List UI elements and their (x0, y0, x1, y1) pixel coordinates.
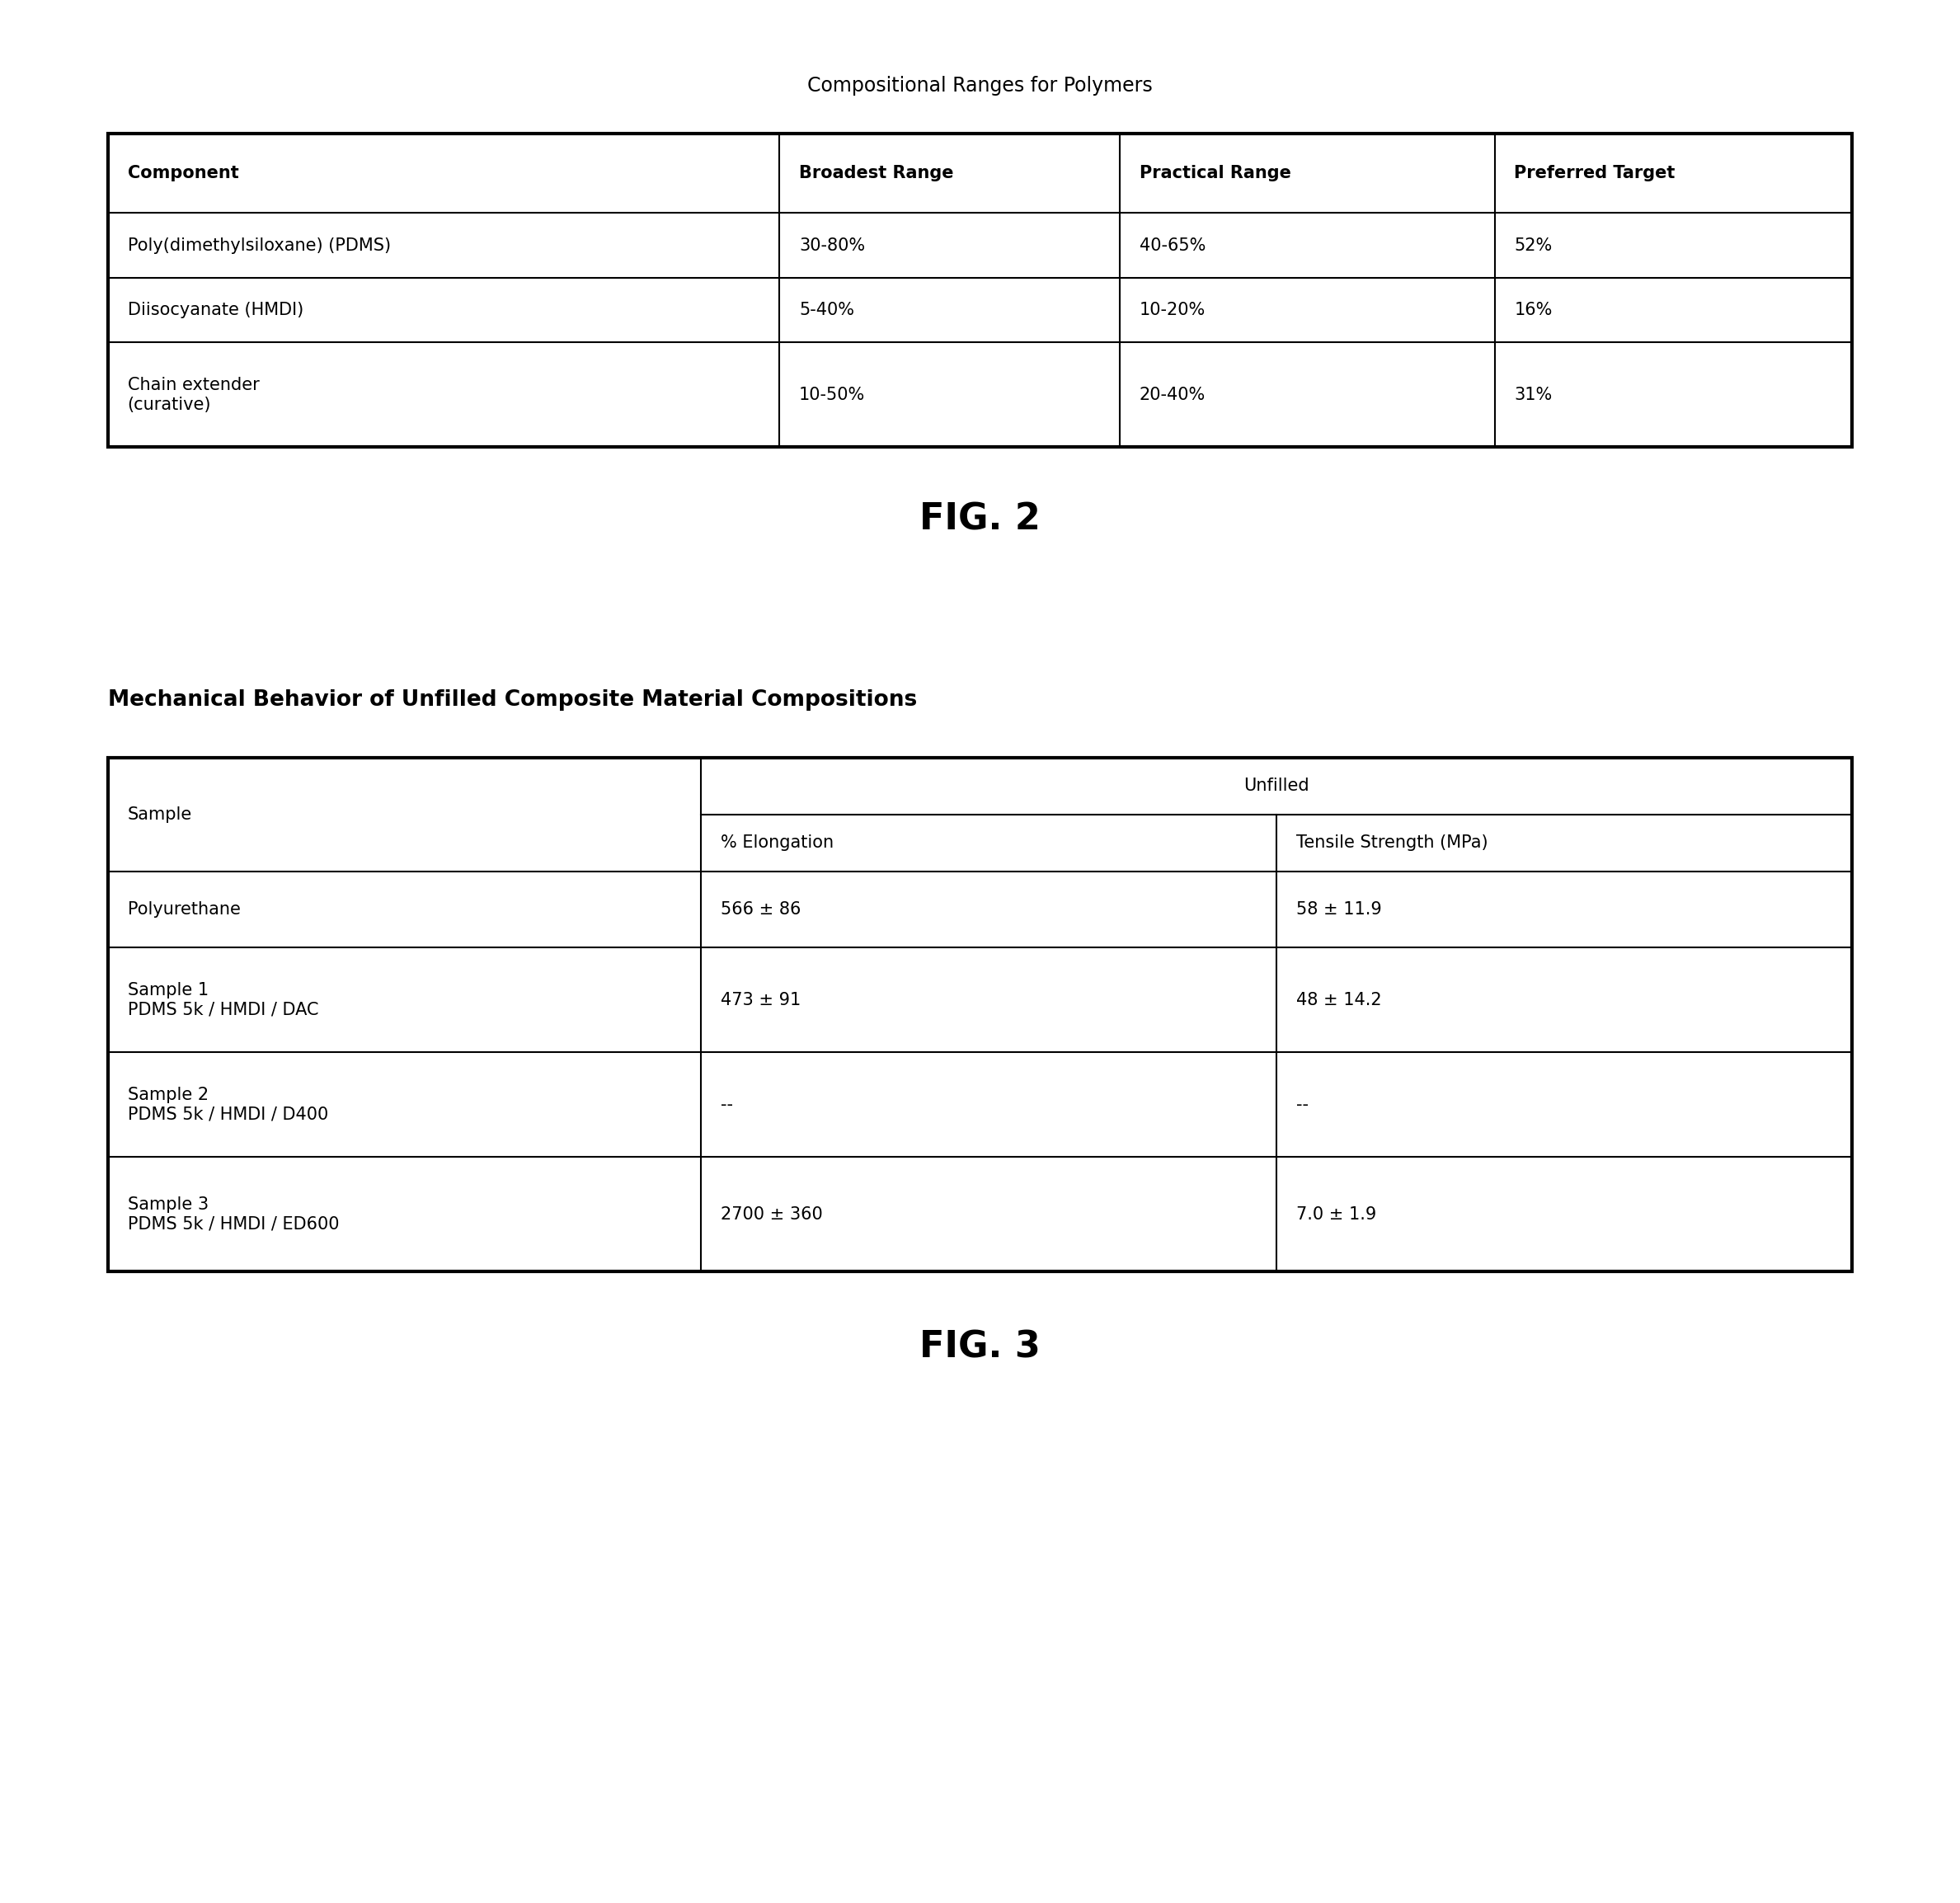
Text: Diisocyanate (HMDI): Diisocyanate (HMDI) (127, 303, 304, 318)
Text: Polyurethane: Polyurethane (127, 902, 241, 917)
Text: Mechanical Behavior of Unfilled Composite Material Compositions: Mechanical Behavior of Unfilled Composit… (108, 689, 917, 712)
Text: Compositional Ranges for Polymers: Compositional Ranges for Polymers (808, 76, 1152, 95)
Text: Unfilled: Unfilled (1245, 778, 1309, 794)
Text: Broadest Range: Broadest Range (800, 166, 955, 181)
Text: Component: Component (127, 166, 239, 181)
Text: Sample 3
PDMS 5k / HMDI / ED600: Sample 3 PDMS 5k / HMDI / ED600 (127, 1197, 339, 1231)
Text: Tensile Strength (MPa): Tensile Strength (MPa) (1296, 835, 1488, 851)
Text: Sample: Sample (127, 807, 192, 822)
Text: 31%: 31% (1515, 386, 1552, 403)
Text: % Elongation: % Elongation (721, 835, 833, 851)
Text: 40-65%: 40-65% (1139, 238, 1205, 253)
Text: 473 ± 91: 473 ± 91 (721, 991, 802, 1009)
Text: 48 ± 14.2: 48 ± 14.2 (1296, 991, 1382, 1009)
Text: Sample 2
PDMS 5k / HMDI / D400: Sample 2 PDMS 5k / HMDI / D400 (127, 1087, 327, 1123)
Text: 16%: 16% (1515, 303, 1552, 318)
Bar (108, 133, 1852, 447)
Text: Preferred Target: Preferred Target (1515, 166, 1676, 181)
Text: 52%: 52% (1515, 238, 1552, 253)
Text: Chain extender
(curative): Chain extender (curative) (127, 377, 259, 413)
Text: Practical Range: Practical Range (1139, 166, 1292, 181)
Bar (108, 757, 1852, 1271)
Text: 30-80%: 30-80% (800, 238, 864, 253)
Text: FIG. 3: FIG. 3 (919, 1330, 1041, 1364)
Text: 58 ± 11.9: 58 ± 11.9 (1296, 902, 1382, 917)
Text: FIG. 2: FIG. 2 (919, 502, 1041, 537)
Text: Poly(dimethylsiloxane) (PDMS): Poly(dimethylsiloxane) (PDMS) (127, 238, 390, 253)
Text: --: -- (721, 1096, 733, 1113)
Text: --: -- (1296, 1096, 1309, 1113)
Text: Sample 1
PDMS 5k / HMDI / DAC: Sample 1 PDMS 5k / HMDI / DAC (127, 982, 318, 1018)
Text: 5-40%: 5-40% (800, 303, 855, 318)
Text: 566 ± 86: 566 ± 86 (721, 902, 802, 917)
Text: 2700 ± 360: 2700 ± 360 (721, 1207, 823, 1222)
Text: 7.0 ± 1.9: 7.0 ± 1.9 (1296, 1207, 1376, 1222)
Text: 10-20%: 10-20% (1139, 303, 1205, 318)
Text: 20-40%: 20-40% (1139, 386, 1205, 403)
Text: 10-50%: 10-50% (800, 386, 864, 403)
